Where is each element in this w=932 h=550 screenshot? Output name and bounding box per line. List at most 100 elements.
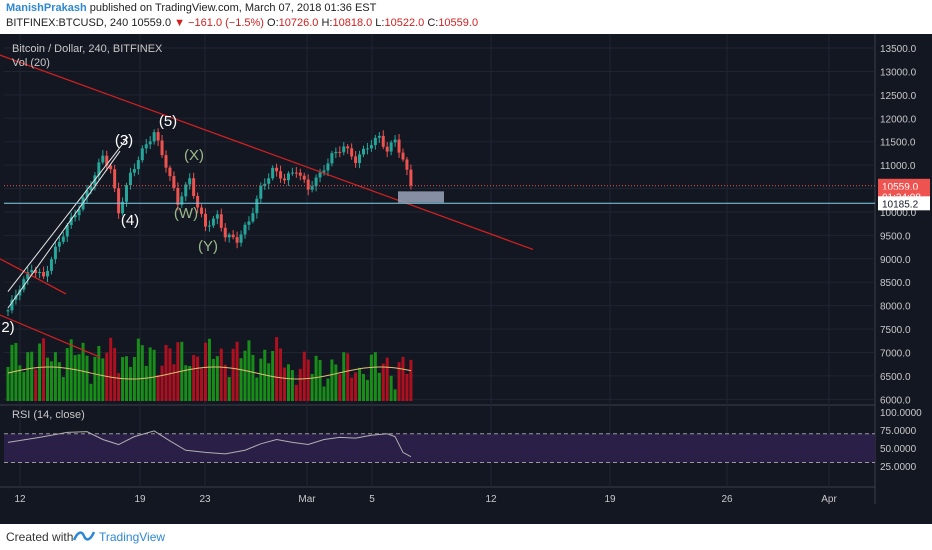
candle-body <box>89 186 93 191</box>
chart-title: Bitcoin / Dollar, 240, BITFINEX <box>12 43 163 55</box>
candle-body <box>180 196 184 205</box>
candle-body <box>65 225 69 237</box>
candle-body <box>310 186 314 190</box>
volume-bar <box>393 389 397 401</box>
footer: Created with TradingView <box>0 524 932 550</box>
volume-bar <box>346 353 350 401</box>
candle-body <box>223 227 227 238</box>
volume-bar <box>144 365 148 401</box>
volume-bar <box>18 365 22 401</box>
volume-bar <box>85 355 89 401</box>
high-value: 10818.0 <box>332 17 373 29</box>
volume-bar <box>61 376 65 401</box>
volume-bar <box>101 358 105 401</box>
time-tick-label: Mar <box>298 494 316 505</box>
volume-bar <box>117 373 121 401</box>
volume-bar <box>314 355 318 401</box>
tradingview-logo-icon <box>73 531 95 541</box>
price-tick-label: 7000.0 <box>880 348 911 359</box>
volume-bar <box>247 340 251 401</box>
volume-bar <box>267 363 271 401</box>
candle-body <box>10 299 14 311</box>
candle-body <box>160 140 164 156</box>
channel-line-upper <box>7 136 129 292</box>
trendline-main <box>0 54 534 251</box>
candle-body <box>409 169 413 186</box>
volume-bar <box>73 355 77 401</box>
price-tag-label: 10559.0 <box>882 182 919 193</box>
volume-bar <box>358 367 362 401</box>
price-tick-label: 13000.0 <box>880 67 917 78</box>
volume-bar <box>57 362 61 401</box>
time-tick-label: 19 <box>134 494 146 505</box>
candle-body <box>53 246 57 260</box>
chart-area[interactable]: 2) (3) (4) (5) (X) (W) (Y) 13500.0 13000.0 12500… <box>0 34 932 524</box>
volume-bar <box>239 358 243 401</box>
candle-body <box>105 155 109 166</box>
rsi-tick-label: 50.0000 <box>880 444 917 455</box>
volume-bar <box>184 365 188 401</box>
candle-body <box>306 179 310 190</box>
open-value: 10726.0 <box>278 17 319 29</box>
high-label: H: <box>321 17 333 29</box>
candle-body <box>117 188 121 214</box>
candle-body <box>350 148 354 157</box>
chart-svg[interactable]: 2) (3) (4) (5) (X) (W)(Y) 13500.0 13000.0 12500… <box>0 34 932 524</box>
candle-body <box>144 144 148 149</box>
candle-body <box>286 173 290 181</box>
low-value: 10522.0 <box>384 17 425 29</box>
volume-bar <box>69 339 73 401</box>
candle-body <box>85 190 89 198</box>
candle-body <box>365 148 369 150</box>
wave-label: (Y) <box>198 238 218 255</box>
candle-body <box>314 177 318 187</box>
volume-bar <box>342 352 346 401</box>
candle-body <box>38 272 42 274</box>
open-label: O: <box>267 17 279 29</box>
volume-bar <box>275 337 279 401</box>
time-tick-label: 12 <box>14 494 26 505</box>
volume-bar <box>381 363 385 401</box>
volume-bar <box>160 365 164 401</box>
candle-body <box>401 152 405 160</box>
candle-body <box>302 175 306 180</box>
candle-body <box>283 178 286 181</box>
volume-bar <box>279 348 283 401</box>
symbol-label: BITFINEX:BTCUSD, 240 <box>6 17 129 29</box>
candle-body <box>290 172 294 174</box>
volume-bar <box>322 386 326 401</box>
wave-label: (4) <box>121 212 139 229</box>
volume-bar <box>65 348 69 401</box>
candle-body <box>140 148 144 161</box>
volume-bar <box>156 374 160 401</box>
candle-body <box>271 167 275 179</box>
rsi-line <box>7 430 412 458</box>
candle-body <box>346 146 350 149</box>
candle-body <box>263 183 267 186</box>
candle-body <box>373 137 377 146</box>
candle-body <box>57 241 61 247</box>
volume-bar <box>30 351 34 401</box>
volume-bar <box>148 347 152 401</box>
volume-bar <box>255 377 259 401</box>
volume-bar <box>53 352 57 401</box>
tradingview-brand[interactable]: TradingView <box>99 530 166 544</box>
volume-bar <box>192 354 196 401</box>
candle-body <box>34 270 38 274</box>
candle-body <box>26 272 30 280</box>
time-tick-label: Apr <box>821 494 837 505</box>
candle-body <box>294 172 298 174</box>
low-label: L: <box>375 17 385 29</box>
time-tick-label: 19 <box>604 494 616 505</box>
rsi-band <box>4 433 875 463</box>
volume-bar <box>362 373 365 401</box>
candle-body <box>326 163 330 171</box>
wave-label: (3) <box>115 132 133 149</box>
candle-body <box>30 270 34 273</box>
author-link[interactable]: ManishPrakash <box>6 2 87 14</box>
volume-bar <box>109 337 113 401</box>
volume-bar <box>140 345 144 401</box>
candle-body <box>322 170 326 173</box>
volume-bar <box>350 377 354 401</box>
volume-bar <box>204 342 207 401</box>
